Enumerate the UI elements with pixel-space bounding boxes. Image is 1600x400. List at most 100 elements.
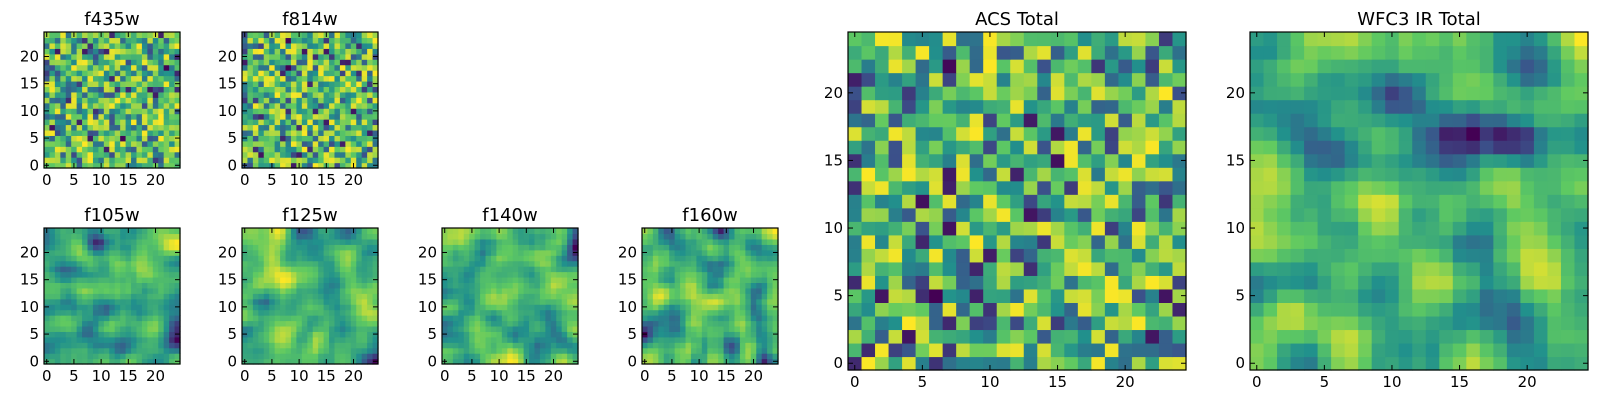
heatmap-cell	[141, 358, 148, 365]
heatmap-cell	[296, 119, 303, 126]
heatmap-cell	[1037, 167, 1052, 182]
heatmap-cell	[707, 320, 714, 327]
heatmap-cell	[334, 249, 341, 256]
heatmap-cell	[690, 298, 697, 305]
heatmap-cell	[152, 157, 159, 164]
heatmap-cell	[252, 315, 259, 322]
heatmap-cell	[550, 271, 557, 278]
heatmap-cell	[1479, 207, 1494, 222]
heatmap-cell	[350, 255, 357, 262]
heatmap-cell	[258, 298, 265, 305]
heatmap-cell	[44, 325, 51, 332]
heatmap-cell	[1385, 221, 1400, 236]
heatmap-cell	[512, 298, 519, 305]
heatmap-cell	[496, 287, 503, 294]
heatmap-cell	[767, 347, 774, 354]
heatmap-cell	[339, 32, 346, 39]
heatmap-cell	[131, 293, 138, 300]
heatmap-cell	[1344, 288, 1359, 303]
heatmap-cell	[915, 153, 930, 168]
heatmap-cell	[750, 287, 757, 294]
heatmap-cell	[1010, 99, 1025, 114]
heatmap-cell	[1131, 207, 1147, 222]
heatmap-cell	[372, 151, 379, 158]
heatmap-cell	[518, 260, 525, 267]
heatmap-cell	[87, 37, 94, 44]
heatmap-cell	[772, 325, 779, 332]
heatmap-cell	[956, 113, 971, 128]
heatmap-cell	[723, 353, 730, 360]
heatmap-cell	[1131, 59, 1147, 74]
y-tick-label: 0	[29, 352, 39, 370]
heatmap-cell	[76, 325, 83, 332]
heatmap-cell	[152, 146, 159, 153]
heatmap-cell	[539, 271, 546, 278]
heatmap-cell	[147, 48, 154, 55]
heatmap-cell	[1131, 45, 1147, 60]
heatmap-cell	[296, 75, 303, 82]
heatmap-cell	[1263, 234, 1278, 249]
heatmap-cell	[252, 320, 259, 327]
heatmap-cell	[158, 309, 165, 316]
heatmap-cell	[323, 70, 330, 77]
heatmap-cell	[929, 167, 944, 182]
heatmap-cell	[539, 249, 546, 256]
heatmap-cell	[539, 315, 546, 322]
heatmap-cell	[345, 162, 352, 169]
heatmap-cell	[136, 238, 143, 245]
heatmap-cell	[263, 42, 270, 49]
heatmap-cell	[372, 293, 379, 300]
heatmap-cell	[114, 315, 121, 322]
heatmap-cell	[82, 129, 89, 136]
heatmap-cell	[158, 75, 165, 82]
heatmap-cell	[103, 119, 110, 126]
heatmap-cell	[329, 320, 336, 327]
y-tick-label: 10	[20, 298, 39, 316]
heatmap-cell	[169, 249, 176, 256]
heatmap-cell	[567, 358, 574, 365]
heatmap-cell	[114, 42, 121, 49]
heatmap-cell	[174, 287, 181, 294]
heatmap-cell	[339, 309, 346, 316]
heatmap-cell	[652, 358, 659, 365]
heatmap-cell	[848, 86, 863, 101]
heatmap-cell	[561, 276, 568, 283]
heatmap-cell	[285, 315, 292, 322]
heatmap-cell	[507, 260, 514, 267]
heatmap-cell	[339, 325, 346, 332]
heatmap-cell	[469, 309, 476, 316]
heatmap-cell	[147, 75, 154, 82]
heatmap-cell	[701, 304, 708, 311]
heatmap-cell	[734, 238, 741, 245]
heatmap-cell	[1520, 329, 1535, 344]
heatmap-cell	[902, 261, 917, 276]
heatmap-cell	[76, 233, 83, 240]
heatmap-cell	[501, 315, 508, 322]
heatmap-cell	[750, 266, 757, 273]
heatmap-cell	[323, 86, 330, 93]
heatmap-cell	[312, 228, 319, 235]
heatmap-cell	[323, 282, 330, 289]
heatmap-cell	[1172, 153, 1187, 168]
heatmap-cell	[723, 347, 730, 354]
heatmap-cell	[518, 249, 525, 256]
heatmap-cell	[1439, 261, 1454, 276]
heatmap-cell	[1290, 275, 1305, 290]
heatmap-cell	[712, 244, 719, 251]
heatmap-cell	[109, 282, 116, 289]
heatmap-cell	[141, 325, 148, 332]
heatmap-cell	[1412, 315, 1427, 331]
heatmap-cell	[280, 80, 287, 87]
heatmap-cell	[550, 331, 557, 338]
heatmap-cell	[71, 97, 78, 104]
heatmap-cell	[247, 347, 254, 354]
heatmap-cell	[718, 293, 725, 300]
heatmap-cell	[87, 315, 94, 322]
heatmap-cell	[1533, 194, 1549, 209]
heatmap-cell	[285, 32, 292, 39]
heatmap-cell	[141, 70, 148, 77]
heatmap-cell	[280, 113, 287, 120]
heatmap-cell	[701, 255, 708, 262]
heatmap-cell	[109, 293, 116, 300]
heatmap-cell	[701, 249, 708, 256]
